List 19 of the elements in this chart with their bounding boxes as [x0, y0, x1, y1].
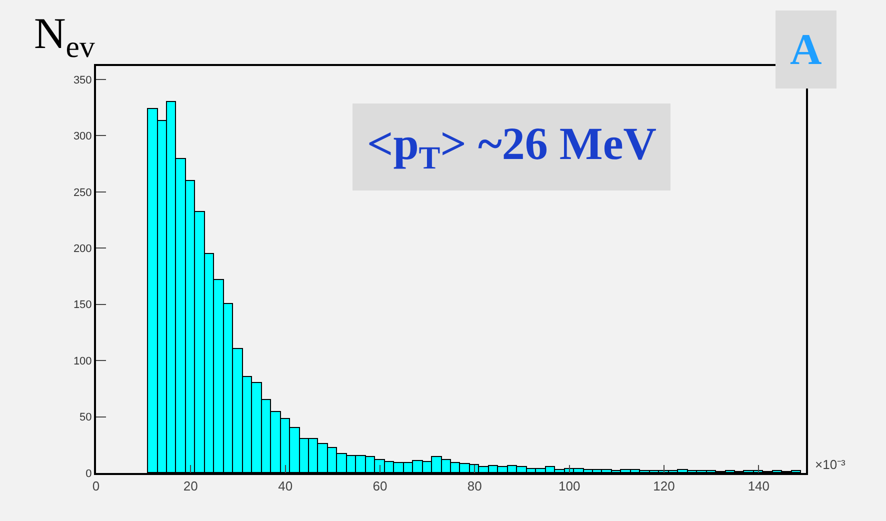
y-tick-label: 0: [86, 468, 92, 480]
x-tick-label: 140: [748, 478, 770, 494]
x-tick-label: 20: [183, 478, 198, 494]
x-tick-label: 40: [278, 478, 293, 494]
annotation: <p$_{T}$> ~26 MeV: [367, 118, 656, 176]
x-tick-label: 60: [372, 478, 388, 494]
y-tick-label: 350: [73, 74, 92, 86]
y-tick-label: 150: [73, 299, 92, 312]
x-tick-label: 80: [467, 478, 482, 494]
y-tick-label: 50: [80, 412, 92, 424]
y-tick-label: 250: [73, 186, 92, 199]
text: ×10⁻³: [815, 457, 846, 472]
annotation: A: [790, 25, 822, 74]
y-axis-title: N$_{ev}$: [34, 9, 96, 64]
x-tick-label: 100: [558, 478, 580, 494]
y-tick-label: 300: [73, 130, 92, 143]
y-tick-label: 200: [73, 242, 92, 255]
x-tick-label: 120: [653, 478, 675, 494]
y-tick-label: 100: [73, 355, 92, 368]
